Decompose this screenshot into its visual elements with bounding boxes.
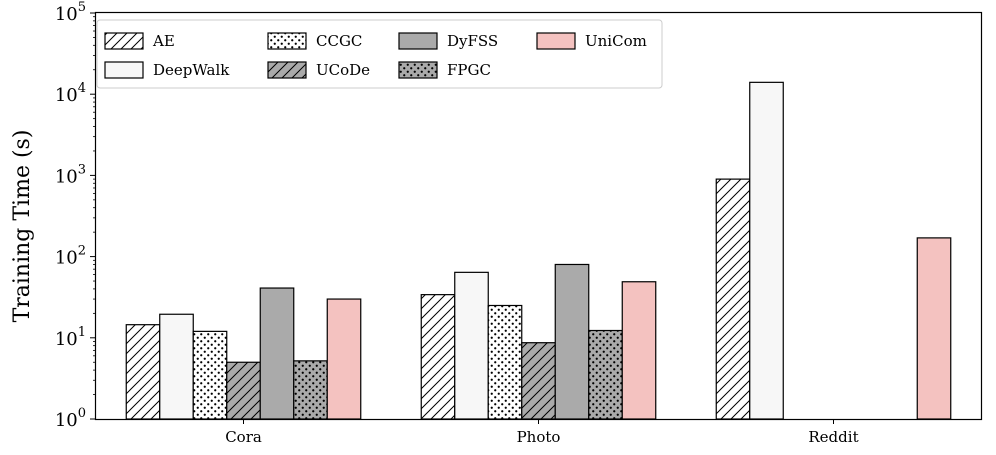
bar-unicom-photo (621, 281, 657, 420)
y-tick-label: 105 (55, 0, 86, 25)
legend-swatch-fpgc (398, 61, 438, 79)
legend-label-fpgc: FPGC (447, 61, 491, 79)
legend: AE DeepWalk CCGC UCoDe DyFSS FPGC UniCom (96, 19, 663, 89)
y-tick-label: 103 (55, 162, 86, 187)
legend-swatch-deepwalk (104, 61, 144, 79)
bar-ucode-photo (521, 342, 556, 420)
bar-ccgc-cora (192, 330, 228, 420)
bar-ae-photo (420, 294, 456, 420)
bar-unicom-cora (326, 298, 362, 420)
x-tick-label-reddit: Reddit (808, 428, 858, 446)
bar-ucode-cora (226, 361, 261, 420)
bar-fpgc-photo (588, 329, 623, 420)
legend-label-ae: AE (152, 32, 175, 50)
bar-deepwalk-reddit (749, 81, 784, 420)
x-tick-label-cora: Cora (225, 428, 262, 446)
y-axis-title: Training Time (s) (10, 130, 35, 323)
legend-swatch-ucode (267, 61, 307, 79)
y-tick-label: 102 (55, 244, 86, 269)
bars (125, 81, 952, 420)
y-tick-label: 100 (55, 406, 86, 431)
bar-ae-reddit (715, 178, 751, 420)
bar-deepwalk-photo (454, 271, 489, 420)
bar-dyfss-cora (259, 287, 295, 420)
y-tick-label: 101 (55, 325, 86, 350)
legend-label-deepwalk: DeepWalk (153, 61, 230, 79)
y-tick-label: 104 (55, 81, 86, 106)
bar-ccgc-photo (487, 304, 523, 420)
x-axis: Cora Photo Reddit (225, 419, 859, 446)
legend-swatch-unicom (536, 32, 576, 50)
legend-swatch-ae (104, 32, 144, 50)
legend-label-ccgc: CCGC (316, 32, 362, 50)
legend-label-dyfss: DyFSS (447, 32, 498, 50)
legend-swatch-dyfss (398, 32, 438, 50)
bar-ae-cora (125, 324, 161, 420)
y-axis: 100 101 102 103 104 105 (55, 0, 96, 431)
x-tick-label-photo: Photo (517, 428, 561, 446)
legend-frame (96, 19, 663, 89)
bar-deepwalk-cora (159, 313, 194, 420)
bar-unicom-reddit (916, 237, 952, 420)
legend-swatch-ccgc (267, 32, 307, 50)
bar-dyfss-photo (554, 263, 590, 420)
legend-label-unicom: UniCom (585, 32, 647, 50)
plot-frame (94, 11, 983, 421)
bar-fpgc-cora (293, 360, 328, 420)
legend-label-ucode: UCoDe (316, 61, 370, 79)
